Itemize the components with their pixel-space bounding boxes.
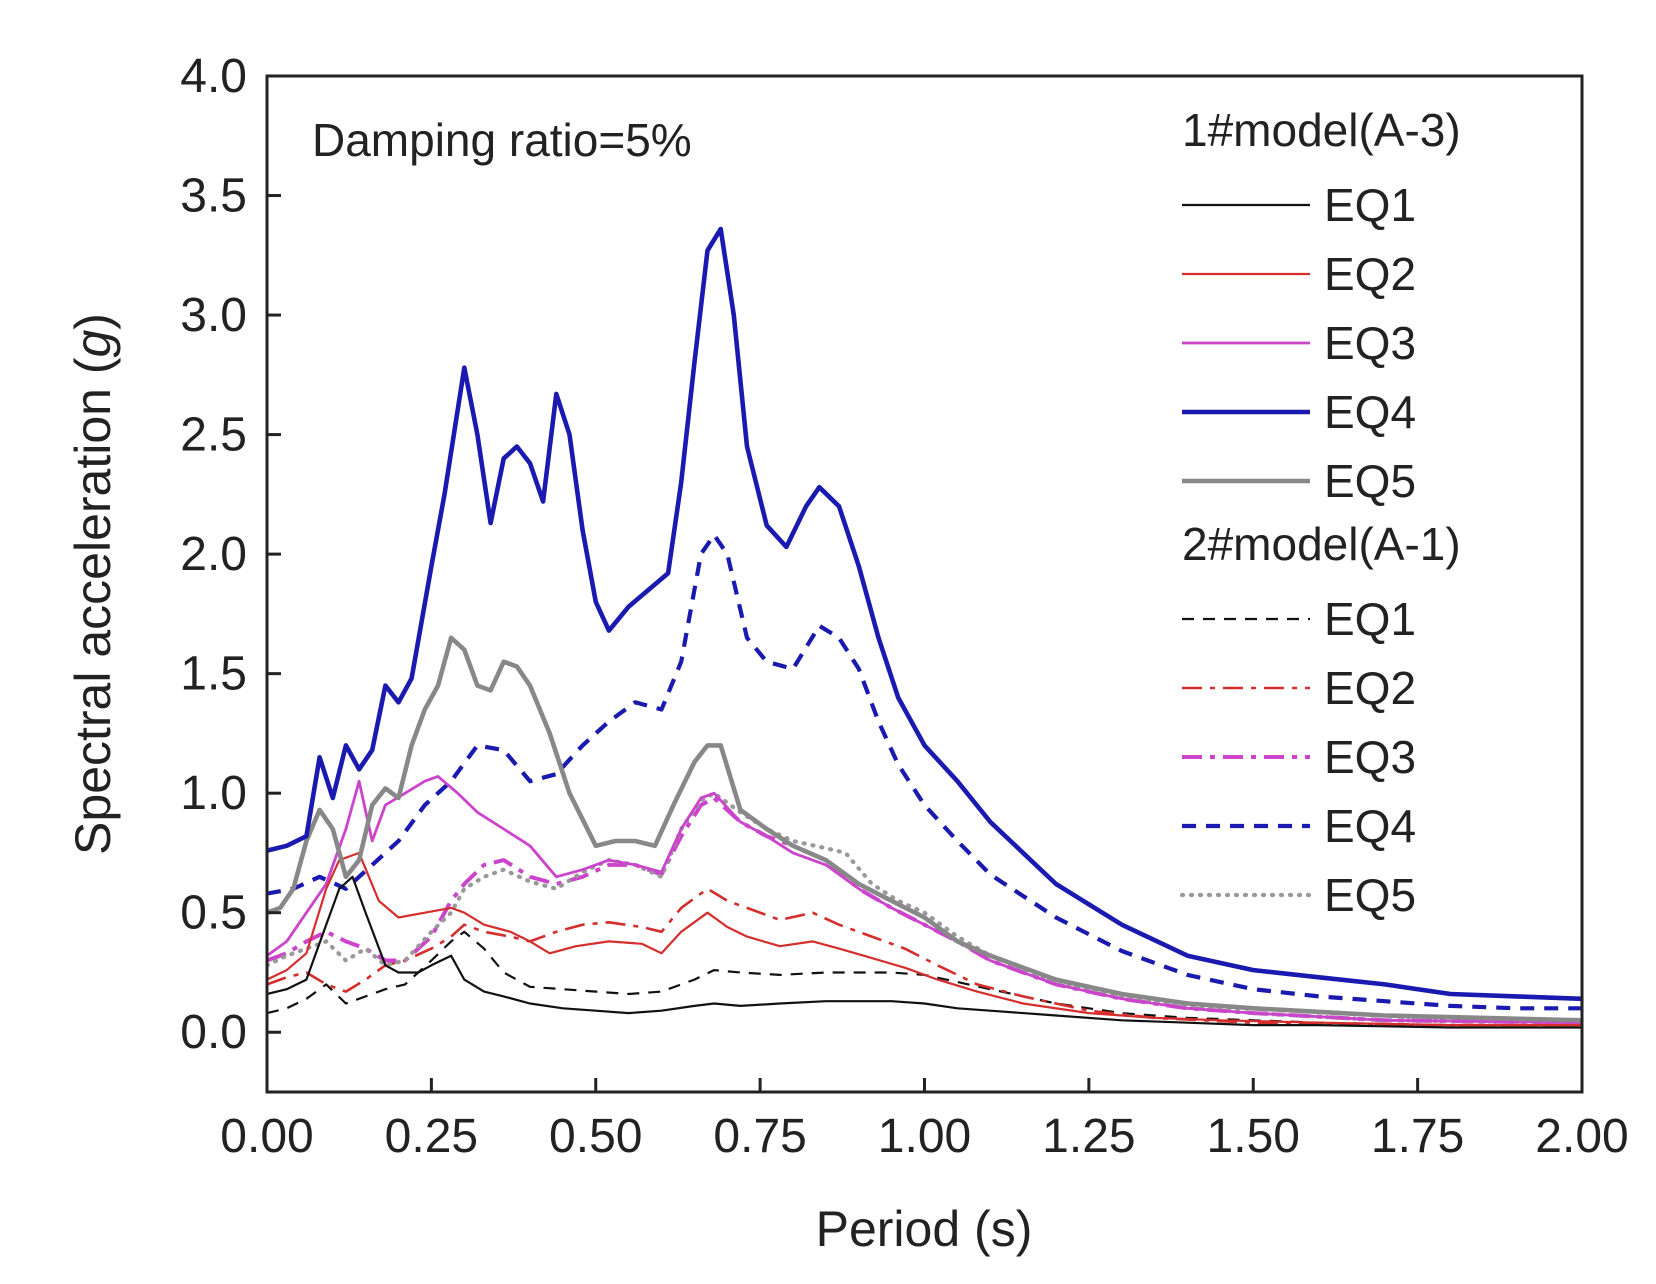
legend-label: EQ5 bbox=[1324, 455, 1416, 507]
y-axis-title-suffix: ) bbox=[65, 313, 121, 330]
series-line-model1-eq2 bbox=[267, 851, 1582, 1027]
legend-label: EQ1 bbox=[1324, 179, 1416, 231]
series-line-model2-eq1 bbox=[267, 930, 1582, 1027]
y-tick-label: 1.0 bbox=[180, 767, 247, 820]
legend-label: EQ4 bbox=[1324, 386, 1416, 438]
y-axis-title: Spectral acceleration (g) bbox=[65, 313, 121, 855]
x-tick-label: 0.25 bbox=[385, 1110, 478, 1163]
series-line-model2-eq4 bbox=[267, 532, 1582, 1011]
x-tick-label: 0.50 bbox=[549, 1110, 642, 1163]
x-tick-label: 2.00 bbox=[1535, 1110, 1628, 1163]
legend-label: EQ1 bbox=[1324, 593, 1416, 645]
y-tick-label: 2.0 bbox=[180, 528, 247, 581]
x-tick-label: 0.00 bbox=[220, 1110, 313, 1163]
y-tick-label: 0.5 bbox=[180, 887, 247, 940]
damping-annotation: Damping ratio=5% bbox=[312, 114, 692, 166]
legend-group-title: 2#model(A-1) bbox=[1182, 518, 1461, 570]
x-tick-label: 0.75 bbox=[713, 1110, 806, 1163]
series-line-model2-eq2 bbox=[267, 887, 1582, 1027]
y-tick-label: 3.5 bbox=[180, 170, 247, 223]
series-line-model1-eq3 bbox=[267, 775, 1582, 1025]
legend-label: EQ2 bbox=[1324, 248, 1416, 300]
legend-label: EQ3 bbox=[1324, 731, 1416, 783]
legend-label: EQ4 bbox=[1324, 800, 1416, 852]
x-tick-label: 1.25 bbox=[1042, 1110, 1135, 1163]
series-layer bbox=[267, 226, 1582, 1029]
y-tick-label: 2.5 bbox=[180, 409, 247, 462]
legend-label: EQ2 bbox=[1324, 662, 1416, 714]
x-tick-label: 1.50 bbox=[1207, 1110, 1300, 1163]
series-line-model1-eq4 bbox=[267, 226, 1582, 1002]
legend-group-title: 1#model(A-3) bbox=[1182, 104, 1461, 156]
y-axis-title-unit: g bbox=[65, 330, 121, 358]
x-tick-label: 1.00 bbox=[878, 1110, 971, 1163]
legend: 1#model(A-3) EQ1 EQ2 EQ3 EQ4 EQ5 2#model(A-1) E… bbox=[1179, 104, 1461, 921]
y-tick-label: 4.0 bbox=[180, 50, 247, 103]
legend-label: EQ5 bbox=[1324, 869, 1416, 921]
y-tick-label: 1.5 bbox=[180, 648, 247, 701]
series-line-model1-eq1 bbox=[267, 875, 1582, 1029]
x-axis-title: Period (s) bbox=[816, 1201, 1033, 1257]
y-axis-title-prefix: Spectral acceleration ( bbox=[65, 357, 121, 855]
legend-label: EQ3 bbox=[1324, 317, 1416, 369]
x-tick-label: 1.75 bbox=[1371, 1110, 1464, 1163]
y-tick-label: 3.0 bbox=[180, 289, 247, 342]
series-line-model1-eq5 bbox=[267, 635, 1582, 1023]
y-tick-label: 0.0 bbox=[180, 1006, 247, 1059]
x-axis-ticks: 0.00 0.25 0.50 0.75 1.00 1.25 1.50 1.75 2.00 bbox=[220, 1078, 1629, 1163]
y-axis-ticks: 0.0 0.5 1.0 1.5 2.0 2.5 3.0 3.5 4.0 bbox=[180, 50, 281, 1059]
